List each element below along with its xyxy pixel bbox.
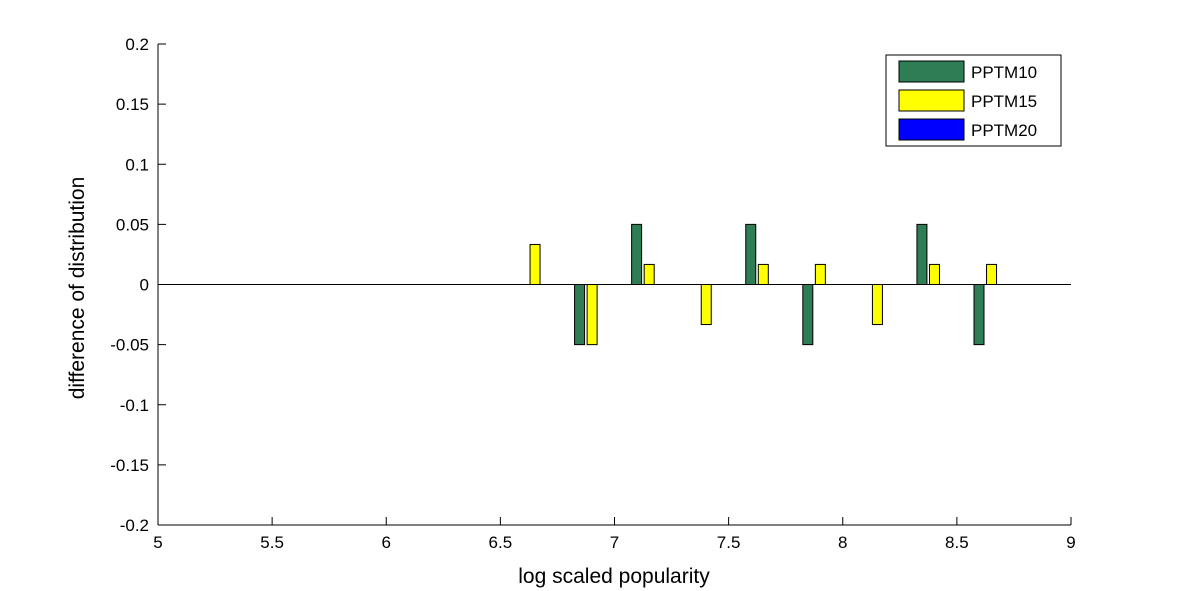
x-tick-label: 5 — [153, 533, 162, 552]
y-tick-label: 0.2 — [125, 35, 149, 54]
x-ticks-group: 5 5.5 6 6.5 7 7.5 8 8.5 9 — [153, 517, 1076, 552]
bar-pptm15 — [700, 284, 712, 326]
legend-label: PPTM20 — [971, 121, 1037, 140]
bar-pptm15 — [986, 263, 998, 285]
y-tick-label: -0.05 — [110, 336, 149, 355]
y-tick-label: -0.2 — [120, 516, 149, 535]
x-tick-label: 5.5 — [260, 533, 284, 552]
bar-pptm10 — [973, 284, 985, 346]
x-tick-label: 8.5 — [945, 533, 969, 552]
x-tick-label: 7.5 — [717, 533, 741, 552]
bar-pptm15 — [529, 243, 541, 286]
legend-swatch — [898, 118, 965, 141]
bar-pptm10 — [916, 223, 928, 285]
bar-pptm10 — [574, 284, 586, 346]
y-tick-label: 0.15 — [116, 95, 149, 114]
y-tick-label: 0.1 — [125, 155, 149, 174]
bar-pptm10 — [745, 223, 757, 285]
y-tick-label: -0.15 — [110, 456, 149, 475]
bar-pptm15 — [586, 284, 598, 346]
x-tick-label: 6.5 — [489, 533, 513, 552]
bar-pptm15 — [757, 263, 769, 285]
y-tick-label: 0.05 — [116, 215, 149, 234]
y-tick-label: -0.1 — [120, 396, 149, 415]
y-axis-label: difference of distribution — [66, 177, 89, 400]
x-tick-label: 6 — [382, 533, 391, 552]
x-tick-label: 9 — [1066, 533, 1075, 552]
bar-pptm15 — [928, 263, 940, 285]
bar-pptm15 — [814, 263, 826, 285]
bar-pptm10 — [802, 284, 814, 346]
legend-label: PPTM15 — [971, 92, 1037, 111]
legend-label: PPTM10 — [971, 63, 1037, 82]
x-tick-label: 8 — [838, 533, 847, 552]
x-axis-label: log scaled popularity — [518, 565, 710, 588]
x-tick-label: 7 — [610, 533, 619, 552]
legend: PPTM10 PPTM15 PPTM20 — [885, 54, 1062, 147]
bar-pptm15 — [871, 284, 883, 326]
y-tick-label: 0 — [140, 276, 149, 295]
bar-pptm10 — [631, 223, 643, 285]
y-ticks-group: 0.2 0.15 0.1 0.05 0 -0.05 -0.1 -0.15 -0.2 — [110, 35, 166, 535]
legend-swatch — [898, 89, 965, 112]
bar-pptm15 — [643, 263, 655, 285]
legend-swatch — [898, 60, 965, 83]
bars-group — [529, 223, 998, 346]
